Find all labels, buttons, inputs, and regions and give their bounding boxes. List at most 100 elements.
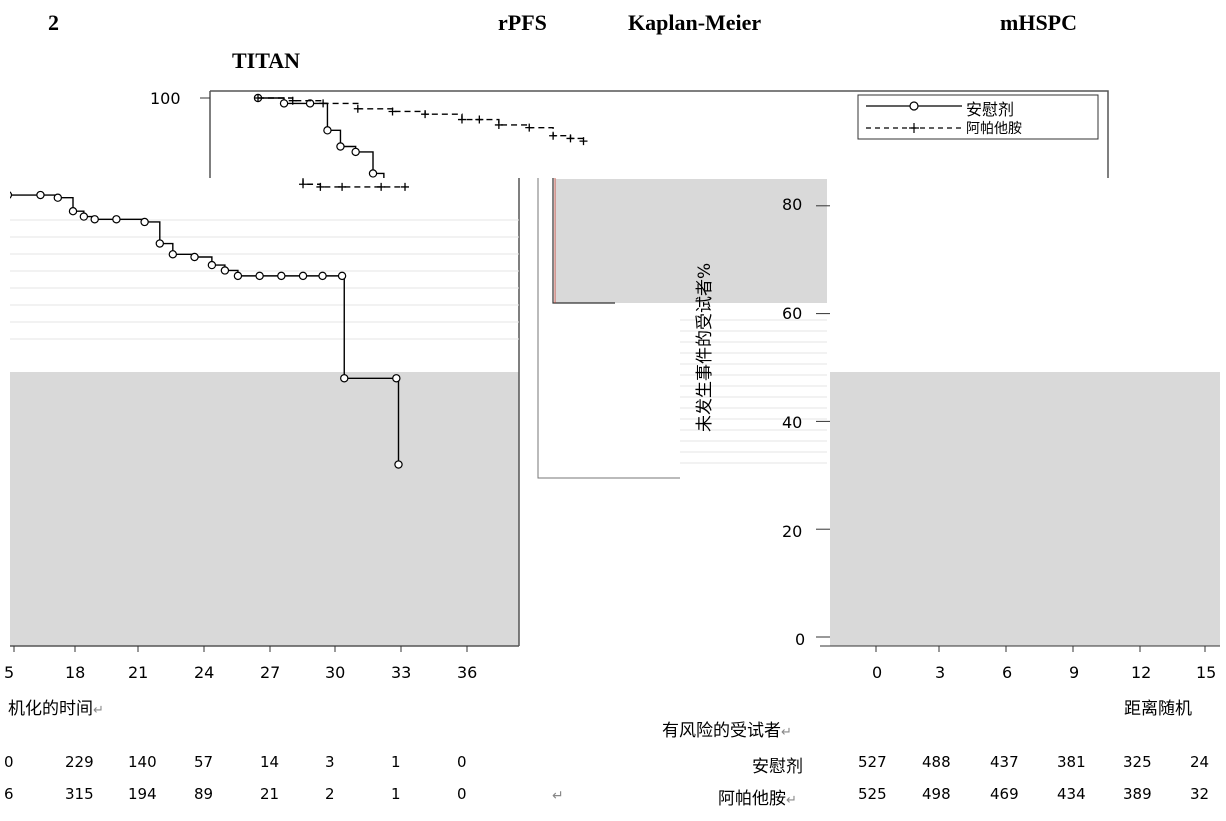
grey-panel-middle (555, 179, 827, 303)
placebo-top-censor-mark (380, 191, 387, 198)
apalutamide-left-censor-mark (156, 148, 164, 156)
placebo-top-censor-mark (351, 147, 360, 157)
legend-box (857, 94, 1099, 140)
apalutamide-left-censor-mark (401, 182, 410, 191)
placebo-top-censor-mark (395, 202, 402, 209)
apalutamide-top-censor-mark (549, 131, 558, 140)
placebo-left-censor-mark (298, 271, 308, 281)
placebo-left-censor-mark (220, 266, 230, 275)
x-tick-right: 3 (935, 663, 946, 682)
apalutamide-top-censor-mark (525, 123, 534, 132)
title-rpfs: rPFS (498, 10, 547, 35)
risk-cell-right: 32 (1190, 785, 1210, 803)
plot-frame-top (209, 90, 1109, 178)
apalutamide-left-censor-mark (178, 153, 186, 161)
placebo-top-censor-mark (576, 294, 583, 301)
risk-cell-left: 2 (325, 785, 335, 803)
x-tick-left: 21 (128, 663, 149, 682)
placebo-left-censor-mark (53, 193, 63, 202)
placebo-left-censor-mark (340, 374, 349, 383)
left-panel-frame (10, 178, 520, 647)
legend-label-placebo: 安慰剂 (966, 100, 1015, 119)
apalutamide-left-censor-mark (56, 105, 64, 113)
x-axis-label-right: 距离随机 (1124, 699, 1192, 719)
title-mhspc: mHSPC (1000, 10, 1077, 35)
risk-cell-left: 229 (65, 753, 94, 771)
placebo-top-censor-mark (368, 169, 378, 178)
apalutamide-left-censor-mark (138, 140, 146, 148)
grey-panel-right (830, 372, 1220, 646)
risk-cell-right: 488 (922, 753, 951, 771)
risk-cell-left: 14 (260, 753, 280, 771)
apalutamide-left-censor-mark (4, 99, 12, 107)
x-tick-right: 9 (1069, 663, 1080, 682)
placebo-left-line (10, 194, 400, 465)
placebo-top-censor-mark (493, 240, 500, 247)
risk-cell-left: 89 (194, 785, 214, 803)
placebo-top-censor-mark (336, 142, 345, 151)
placebo-left-censor-mark (392, 374, 401, 383)
x-tick-left: 33 (391, 663, 412, 682)
risk-cell-right: 525 (858, 785, 887, 803)
apalutamide-left-censor-mark (247, 169, 255, 177)
placebo-left-censor-mark (318, 271, 327, 281)
apalutamide-left-censor-mark (30, 102, 38, 110)
placebo-left-censor-mark (68, 206, 78, 216)
placebo-left-censor-mark (207, 260, 217, 270)
x-tick-right: 0 (872, 663, 883, 682)
placebo-left-censor-mark (233, 271, 243, 281)
placebo-left-censor-mark (112, 215, 121, 224)
x-tick-left: 30 (325, 663, 346, 682)
placebo-left-censor-mark (36, 190, 45, 200)
risk-row-label-placebo: 安慰剂 (752, 757, 803, 777)
legend-label-apalutamide: 阿帕他胺 (966, 121, 1022, 137)
y-tick-20: 20 (782, 522, 803, 541)
x-tick-left: 18 (65, 663, 86, 682)
placebo-right-censor-mark (526, 256, 533, 263)
risk-table-title-text: 有风险的受试者 (662, 721, 781, 741)
apalutamide-left-censor-mark (338, 182, 347, 191)
risk-cell-left: 315 (65, 785, 94, 803)
apalutamide-left-censor-mark (99, 137, 107, 145)
placebo-top-censor-mark (279, 99, 289, 108)
risk-cell-right: 498 (922, 785, 951, 803)
risk-cell-right: 389 (1123, 785, 1152, 803)
stray-return-mark: ↵ (552, 788, 564, 804)
placebo-top-censor-mark (471, 226, 478, 233)
placebo-top-line (258, 97, 385, 178)
placebo-left-censor-mark (277, 271, 286, 281)
title-km: Kaplan-Meier (628, 10, 762, 35)
placebo-right-censor-mark (435, 213, 442, 220)
apalutamide-top-censor-mark (566, 134, 575, 143)
placebo-right-censor-mark (380, 191, 387, 198)
y-tick-100: 100 (150, 89, 181, 108)
placebo-left-censor-mark (255, 271, 264, 281)
x-axis-label-left: 机化的时间↵ (8, 694, 104, 719)
apalutamide-left-censor-mark (316, 182, 325, 191)
risk-cell-left: 0 (457, 753, 467, 771)
risk-cell-left: 194 (128, 785, 157, 803)
x-tick-right: 15 (1196, 663, 1217, 682)
middle-frame (537, 178, 680, 479)
x-tick-left: 5 (4, 663, 15, 682)
placebo-right-censor-mark (417, 202, 424, 209)
placebo-right-censor-mark (565, 267, 572, 274)
risk-cell-right: 24 (1190, 753, 1210, 771)
risk-cell-left: 3 (325, 753, 335, 771)
y-tick-40: 40 (782, 413, 803, 432)
return-mark: ↵ (786, 793, 797, 808)
risk-cell-right: 527 (858, 753, 887, 771)
apalutamide-left-censor-mark (225, 164, 233, 172)
placebo-left-censor-mark (140, 217, 149, 227)
apalutamide-top-censor-mark (494, 120, 503, 129)
apalutamide-left-censor-mark (199, 159, 207, 167)
apalutamide-top-censor-mark (254, 94, 262, 102)
placebo-top-censor-mark (435, 213, 442, 220)
risk-cell-left: 0 (457, 785, 467, 803)
risk-cell-right: 437 (990, 753, 1019, 771)
apalutamide-left-line (302, 178, 406, 188)
title-titan: TITAN (232, 48, 301, 73)
placebo-right-censor-mark (493, 240, 500, 247)
apalutamide-top-censor-mark (288, 96, 297, 105)
apalutamide-top-censor-mark (457, 115, 466, 124)
